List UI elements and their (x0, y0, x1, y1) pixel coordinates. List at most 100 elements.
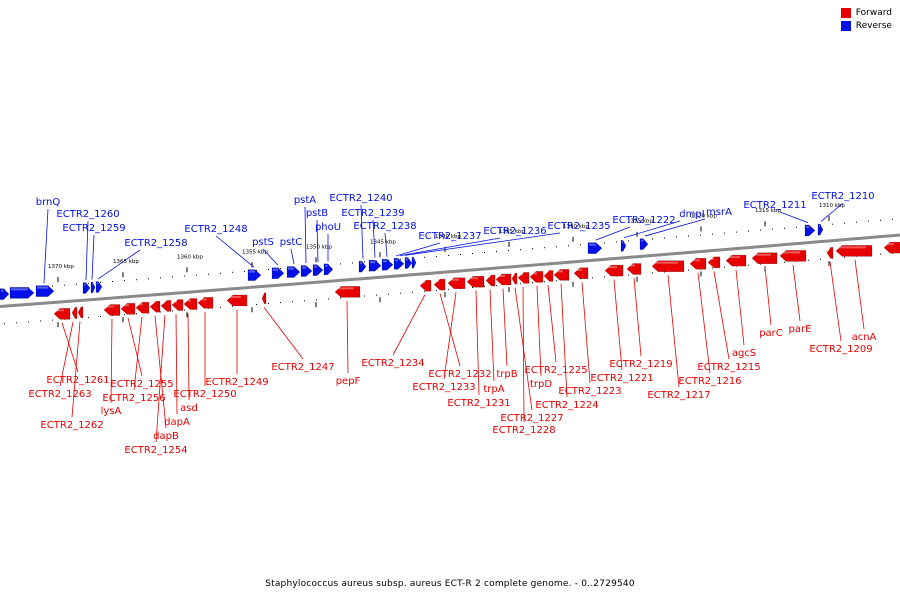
scale-ticks: 1370 kbp 1365 kbp 1360 kbp 1355 kbp 1350 kbp… (4, 203, 893, 328)
forward-gene-label: ECTR2_1215 (697, 362, 760, 373)
scale-tick-label: 1370 kbp (48, 264, 74, 270)
forward-gene-label-leader (854, 259, 865, 330)
forward-gene (485, 274, 496, 287)
guide-dot (724, 232, 725, 234)
reverse-gene-label: ECTR2_1258 (124, 238, 187, 249)
reverse-gene-shade (370, 261, 375, 264)
forward-gene-label: ECTR2_1223 (558, 386, 621, 397)
guide-dot (280, 268, 281, 270)
reverse-gene (82, 282, 91, 294)
forward-gene-label: ECTR2_1227 (500, 413, 563, 424)
guide-dot (568, 245, 569, 247)
guide-dot (112, 281, 113, 282)
forward-gene-label: ECTR2_1247 (271, 362, 334, 373)
axis-line (0, 233, 900, 308)
guide-dot (724, 266, 725, 268)
guide-dot (100, 282, 101, 283)
reverse-gene-shade (806, 226, 809, 229)
forward-gene-label-leader (667, 275, 680, 388)
forward-gene-shade (487, 276, 490, 279)
forward-gene-shade (468, 277, 478, 280)
forward-gene-label: acnA (852, 332, 877, 343)
forward-gene-shade (531, 272, 537, 275)
reverse-gene-label: ECTR2_1240 (329, 193, 392, 204)
reverse-gene-shade (92, 282, 93, 285)
forward-gene-label: dapB (153, 431, 179, 442)
guide-dot (892, 218, 893, 220)
forward-gene-label-leader (346, 300, 349, 374)
scale-tick-label: 1340 kbp (435, 234, 461, 240)
forward-gene-label-leader (697, 272, 711, 374)
forward-gene-label-leader (792, 264, 801, 322)
guide-dot (712, 233, 713, 235)
forward-gene-label: ECTR2_1224 (535, 400, 598, 411)
guide-dot (424, 290, 425, 292)
guide-dot (172, 276, 173, 278)
forward-gene-shade (435, 280, 439, 283)
guide-dot (172, 310, 173, 312)
guide-dot (880, 219, 881, 221)
forward-gene (689, 257, 707, 270)
forward-gene-label-leader (713, 271, 730, 360)
forward-gene-label-leader (581, 282, 591, 384)
forward-gene-label: ECTR2_1216 (678, 376, 741, 387)
forward-gene-shade (753, 253, 771, 256)
reverse-gene-label-leader (215, 235, 255, 268)
legend: Forward Reverse (840, 8, 892, 34)
forward-gene-label-leader (764, 267, 772, 326)
guide-dot (676, 236, 677, 238)
reverse-gene-label: brnQ (36, 197, 61, 208)
guide-dot (364, 295, 365, 297)
forward-gene (883, 241, 900, 254)
reverse-gene-label-leader (91, 234, 95, 280)
guide-dot (604, 242, 605, 244)
forward-gene-shade (79, 307, 80, 310)
forward-gene-label-leader (154, 315, 167, 429)
forward-gene-label-leader (547, 284, 557, 363)
forward-gene-label: asd (180, 403, 198, 414)
guide-dot (436, 255, 437, 257)
scale-tick-label: 1355 kbp (242, 249, 268, 255)
guide-dot (856, 221, 857, 223)
reverse-gene (323, 263, 334, 276)
forward-gene (651, 260, 685, 272)
legend-forward-label: Forward (855, 8, 892, 18)
forward-gene-shade (628, 264, 635, 267)
forward-gene (135, 301, 150, 314)
forward-gene (604, 264, 624, 277)
forward-gene-label: ECTR2_1225 (524, 365, 587, 376)
reverse-gene-shade (288, 267, 294, 270)
forward-gene (197, 297, 214, 309)
guide-dot (556, 246, 557, 248)
reverse-gene-label-leader (43, 208, 49, 284)
forward-gene-label: ECTR2_1256 (102, 393, 165, 404)
forward-gene-shade (122, 304, 129, 307)
guide-dot (508, 250, 509, 252)
forward-gene-shade (828, 248, 830, 251)
scale-tick-label: 1310 kbp (819, 203, 845, 209)
guide-dot (280, 302, 281, 304)
guide-dot (364, 261, 365, 263)
guide-dot (196, 274, 197, 276)
forward-gene (419, 279, 432, 292)
guide-dot (868, 220, 869, 222)
reverse-gene-shade (325, 264, 328, 267)
guide-dot (580, 244, 581, 246)
forward-gene-label-leader (502, 288, 508, 367)
guide-dot (832, 223, 833, 225)
guide-dot (472, 253, 473, 254)
guide-dot (16, 322, 17, 324)
forward-gene-shade (575, 268, 582, 271)
guide-dot (652, 272, 653, 274)
forward-gene-label: ECTR2_1262 (40, 420, 103, 431)
forward-gene-label-leader (443, 292, 457, 380)
guide-dot (148, 278, 149, 280)
guide-dot (40, 320, 41, 322)
forward-gene-label-leader (735, 269, 745, 346)
guide-dot (472, 287, 473, 288)
reverse-gene-label: ECTR2_1239 (341, 208, 404, 219)
forward-gene-shade (653, 261, 678, 264)
forward-gene-shade (727, 256, 740, 259)
reverse-gene (271, 267, 285, 280)
forward-gene (626, 263, 642, 275)
